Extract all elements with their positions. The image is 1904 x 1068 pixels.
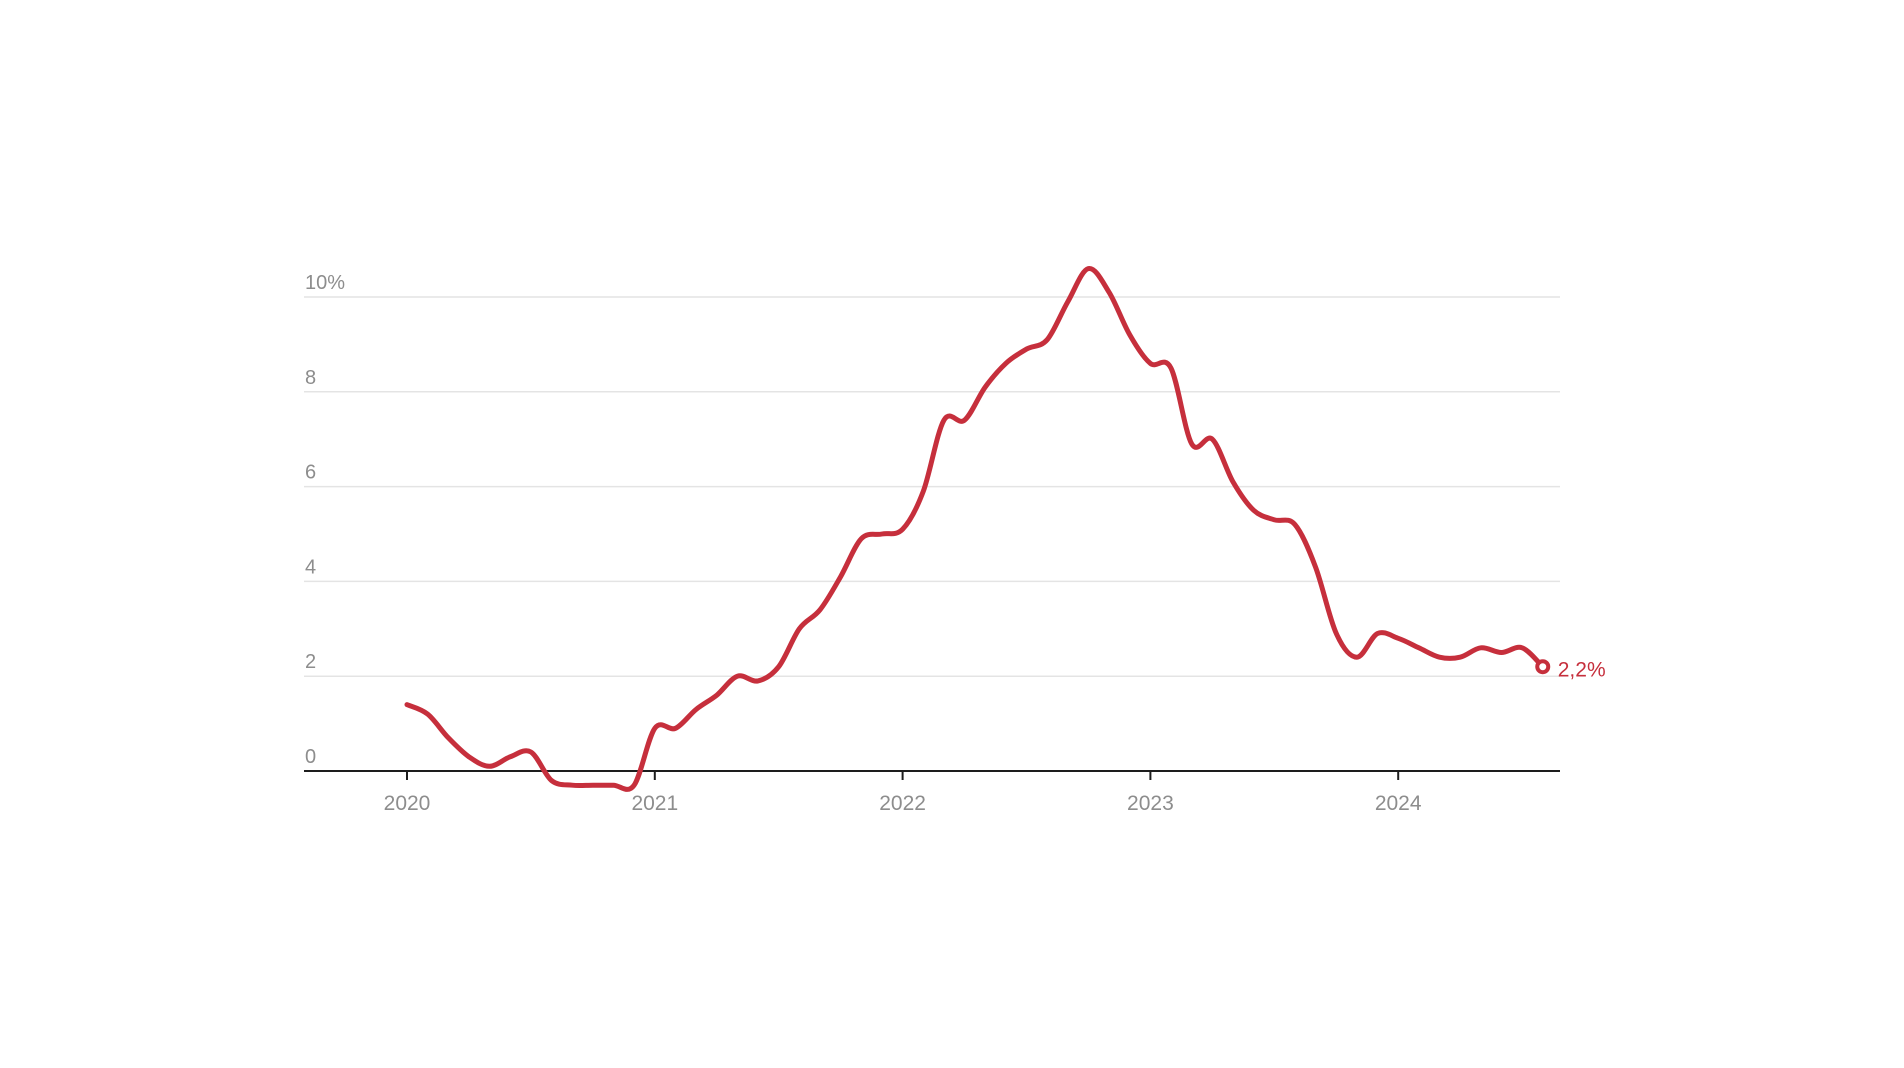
y-axis-label: 8 [305,367,316,389]
y-axis-label: 2 [305,651,316,673]
end-point-marker [1535,659,1551,675]
y-axis-label: 10% [305,272,345,294]
y-axis-label: 6 [305,462,316,484]
x-axis-label: 2021 [631,792,678,815]
x-axis-label: 2023 [1127,792,1174,815]
x-axis-label: 2022 [879,792,926,815]
y-axis-label: 0 [305,746,316,768]
x-axis-label: 2020 [384,792,431,815]
end-value-label: 2,2% [1558,659,1606,682]
y-axis-label: 4 [305,556,316,578]
inflation-line [404,266,1546,792]
x-axis-label: 2024 [1375,792,1422,815]
